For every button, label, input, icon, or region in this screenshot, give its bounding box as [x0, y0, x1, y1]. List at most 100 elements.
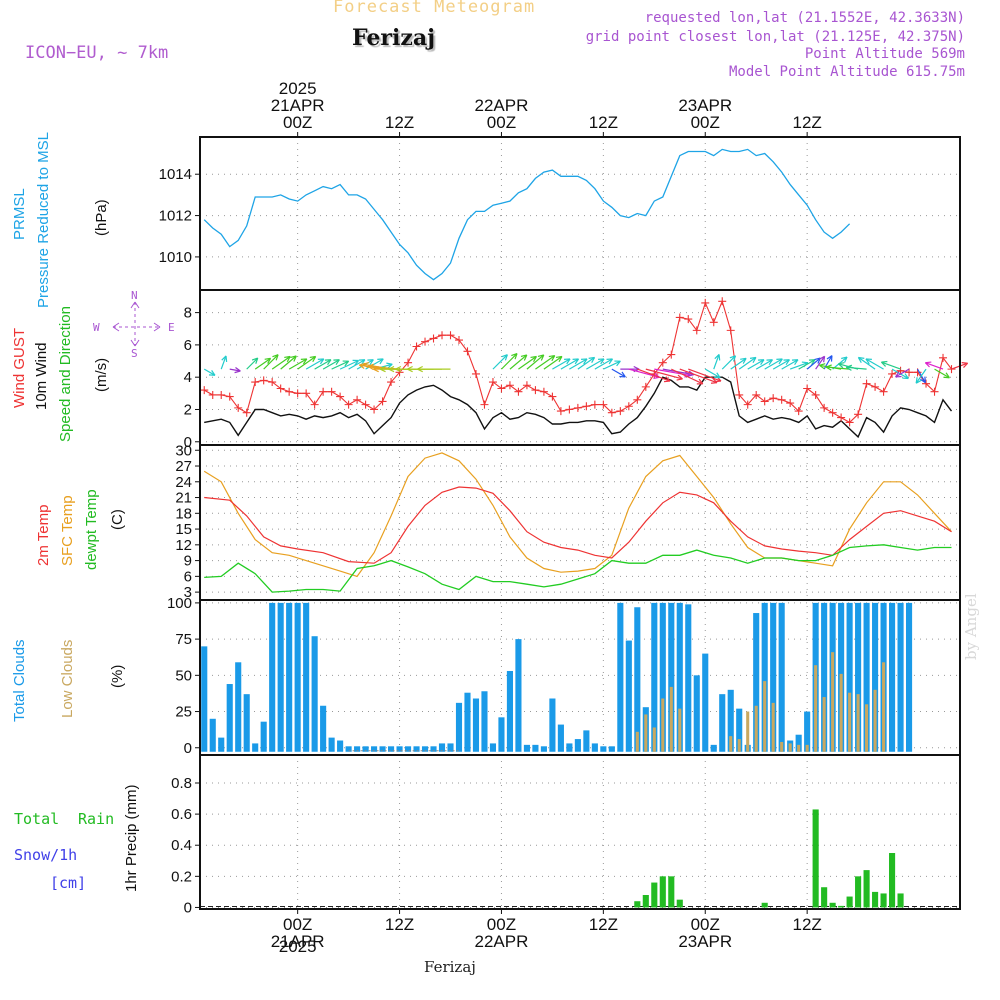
precip-ytick-label: 0 [184, 899, 192, 916]
total-cloud-bar [320, 705, 327, 752]
gust-point [743, 400, 752, 409]
rain-bar [838, 905, 845, 908]
temp-ytick-label: 27 [175, 458, 192, 475]
total-cloud-bar [583, 730, 590, 752]
gust-point [769, 394, 778, 403]
gust-point [641, 382, 650, 391]
gust-point [939, 353, 948, 362]
gust-point [200, 386, 209, 395]
wind-arrow [713, 354, 721, 370]
wind-arrow [721, 355, 737, 370]
gust-point [573, 403, 582, 412]
precip-ytick-label: 0.4 [171, 837, 192, 854]
wind-arrow [586, 358, 605, 370]
wind-arrow [934, 368, 950, 379]
total-cloud-bar [277, 602, 284, 752]
gust-point [930, 387, 939, 396]
wind-arrow [271, 355, 291, 370]
total-cloud-bar [201, 646, 208, 752]
low-cloud-bar [805, 744, 809, 752]
wind-arrow [246, 357, 259, 370]
wind-arrow [280, 355, 297, 370]
total-cloud-bar [905, 602, 913, 752]
gust-point [505, 381, 514, 390]
top-date-label: 22APR [475, 96, 529, 115]
temp-ytick-label: 21 [175, 490, 192, 507]
rain-bar [642, 895, 649, 908]
low-cloud-bar [771, 702, 775, 752]
gust-point [760, 397, 769, 406]
gust-point [794, 407, 803, 416]
total-cloud-bar [481, 691, 488, 752]
wind-arrow [560, 358, 580, 370]
wind-arrow [594, 358, 614, 370]
total-cloud-bar [455, 702, 463, 752]
wind-10m-line [204, 376, 953, 439]
precip-unit: 1hr Precip (mm) [123, 784, 140, 892]
wind-arrow [747, 359, 765, 370]
low-cloud-bar [754, 705, 758, 752]
wind-arrow [845, 364, 867, 371]
gust-point [811, 390, 820, 399]
svg-text:S: S [131, 347, 138, 360]
rain-bar [829, 902, 836, 908]
gust-point [803, 384, 812, 393]
total-cloud-bar [617, 602, 624, 752]
sfc-temp-line [203, 452, 952, 578]
temp-dewpt-label: dewpt Temp [83, 489, 100, 570]
low-cloud-bar [635, 731, 639, 752]
gust-point [251, 378, 260, 387]
total-cloud-bar [447, 743, 454, 752]
rain-bar [821, 887, 828, 908]
low-cloud-bar [873, 689, 877, 752]
gust-point [225, 392, 234, 401]
low-cloud-bar [678, 708, 682, 752]
dewpt-line [204, 544, 952, 593]
wind-ytick-label: 2 [184, 401, 192, 418]
top-date-label: 23APR [678, 96, 732, 115]
gust-point [667, 350, 676, 359]
total-cloud-bar [404, 746, 412, 752]
low-cloud-bar [831, 652, 835, 752]
gust-point [429, 334, 438, 343]
total-cloud-bar [388, 746, 395, 752]
temp-ytick-label: 15 [175, 521, 192, 538]
gust-point [412, 342, 421, 351]
gust-point [607, 408, 616, 417]
clouds-ytick-label: 25 [175, 704, 192, 721]
total-cloud-bar [659, 602, 666, 752]
gust-point [718, 297, 727, 306]
wind-ytick-label: 6 [184, 337, 192, 354]
total-cloud-bar [226, 684, 233, 752]
wind-dir-label: Speed and Direction [57, 306, 74, 442]
wind-arrow [314, 359, 332, 370]
wind-arrow [288, 358, 308, 370]
point-altitude: Point Altitude 569m [804, 46, 965, 62]
total-cloud-bar [634, 607, 641, 752]
rain-bar [668, 876, 675, 908]
wind-arrow [518, 355, 537, 370]
gust-point [480, 400, 489, 409]
svg-text:W: W [93, 321, 100, 334]
total-cloud-bar [328, 737, 335, 752]
total-cloud-bar [371, 746, 378, 752]
low-cloud-bar [848, 692, 852, 752]
total-cloud-bar [252, 743, 259, 752]
gust-point [387, 378, 396, 387]
gust-point [922, 379, 931, 388]
low-clouds-label: Low Clouds [59, 640, 76, 718]
total-cloud-bar [855, 602, 862, 752]
top-time-label: 12Z [385, 113, 414, 132]
precip-snow-label: Snow/1h [14, 846, 77, 864]
gust-point [234, 403, 243, 412]
temp-ytick-label: 6 [184, 568, 192, 585]
wind-arrow [764, 358, 783, 370]
product-title: Forecast Meteogram [333, 0, 536, 17]
total-cloud-bar [235, 662, 242, 752]
bottom-time-label: 12Z [589, 915, 618, 934]
total-cloud-bar [897, 602, 904, 752]
total-cloud-bar [702, 653, 709, 752]
gust-point [837, 413, 846, 422]
precip-total-label: Total [14, 810, 59, 828]
total-cloud-bar [710, 744, 717, 752]
